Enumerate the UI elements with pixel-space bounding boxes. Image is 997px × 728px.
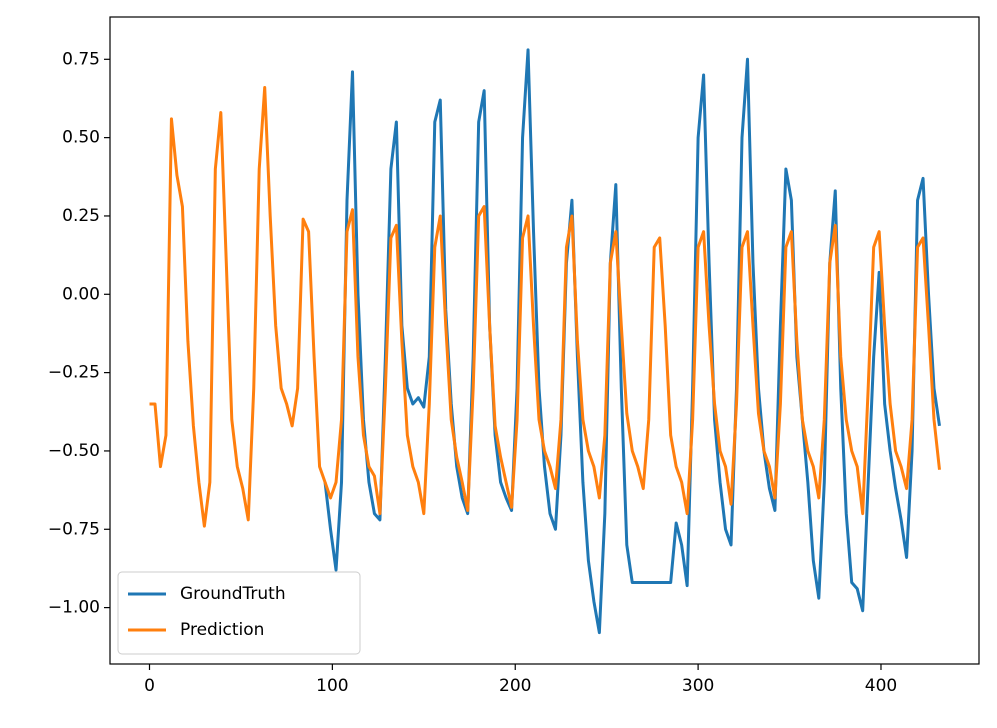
y-tick-label: 0.00 [62,284,100,304]
y-tick-label: −0.75 [48,519,100,539]
x-tick-label: 0 [144,676,155,696]
y-tick-label: 0.75 [62,49,100,69]
axes-frame [109,16,980,665]
y-tick-label: −0.50 [48,441,100,461]
x-tick-label: 200 [499,676,531,696]
series-line [149,86,941,528]
x-tick-label: 300 [682,676,714,696]
y-tick-label: −0.25 [48,363,100,383]
y-tick-label: 0.50 [62,128,100,148]
x-tick-label: 400 [865,676,897,696]
legend-label: GroundTruth [180,584,286,604]
y-tick-label: −1.00 [48,598,100,618]
series-line [323,48,941,635]
legend-label: Prediction [180,620,264,640]
x-tick-label: 100 [316,676,348,696]
legend-box [117,571,361,655]
y-tick-label: 0.25 [62,206,100,226]
